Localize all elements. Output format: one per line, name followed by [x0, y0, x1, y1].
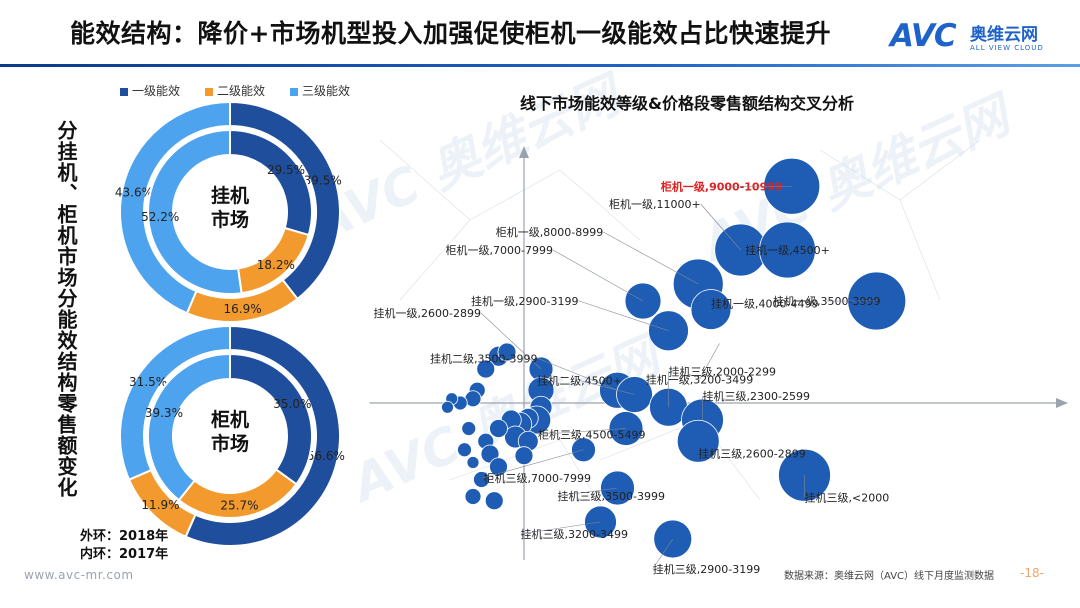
split-ac-donut-chart: 39.5% 16.9% 43.6% 29.5% 18.2% 52.2% — [115, 100, 342, 323]
bubble-labeled — [676, 419, 720, 463]
floor-ac-donut-chart: 56.6% 11.9% 31.5% 35.0% 25.7% 39.3% — [119, 324, 345, 547]
inner-ring-label: 52.2% — [141, 210, 179, 224]
bubble — [461, 421, 477, 436]
bubble — [466, 456, 480, 469]
bubble-label: 挂机三级,2000-2299 — [669, 364, 776, 378]
outer-ring-label: 31.5% — [129, 375, 167, 389]
y-axis-arrow — [519, 146, 529, 158]
bubble-label: 挂机三级,<2000 — [805, 490, 890, 504]
bubble — [484, 491, 504, 511]
bubble-label: 挂机三级,3200-3499 — [521, 527, 628, 541]
split-ac-center-label: 挂机 市场 — [200, 184, 260, 232]
inner-ring-label: 29.5% — [267, 163, 305, 177]
inner-ring-label: 25.7% — [220, 498, 258, 512]
bubble-label: 挂机一级,2600-2899 — [374, 306, 481, 320]
data-source: 数据来源：奥维云网（AVC）线下月度监测数据 — [784, 571, 995, 582]
website-url: www.avc-mr.com — [24, 568, 134, 582]
outer-ring-slice-3 — [119, 100, 231, 315]
legend-label: 三级能效 — [302, 84, 351, 98]
inner-ring-label: 18.2% — [257, 258, 295, 272]
inner-ring-slice-3 — [147, 128, 243, 295]
leader-line — [699, 343, 720, 380]
center-line: 市场 — [210, 433, 249, 455]
avc-logo: AVC 奥维云网 ALL VIEW CLOUD — [890, 18, 1060, 58]
bubble — [476, 359, 496, 379]
bubble — [441, 400, 454, 414]
legend-swatch — [120, 87, 128, 96]
bubble-label: 挂机一级,2900-3199 — [471, 294, 578, 308]
leader-line — [652, 538, 673, 570]
bubble — [497, 342, 517, 362]
x-axis-arrow — [1056, 398, 1068, 408]
leader-line — [520, 521, 601, 535]
leader-line — [578, 300, 669, 332]
leader-line — [483, 449, 584, 479]
ring-note-inner: 内环：2017年 — [80, 547, 169, 562]
floor-ac-center-label: 柜机 市场 — [200, 408, 260, 456]
page-title: 能效结构：降价+市场机型投入加强促使柜机一级能效占比快速提升 — [70, 19, 831, 48]
page-number: -18- — [1020, 566, 1044, 580]
leader-line — [537, 357, 618, 391]
outer-ring-label: 39.5% — [304, 173, 342, 187]
bubble-label: 柜机三级,4500-5499 — [538, 428, 645, 442]
outer-ring-label: 16.9% — [224, 302, 262, 316]
logo-en-text: ALL VIEW CLOUD — [970, 44, 1044, 52]
legend-swatch — [290, 87, 298, 96]
bubble-label: 柜机一级,11000+ — [609, 197, 701, 211]
legend-label: 一级能效 — [132, 84, 181, 98]
leader-line — [700, 203, 741, 251]
outer-ring-label: 43.6% — [115, 185, 153, 199]
bubble-label: 挂机一级,4500+ — [745, 243, 830, 257]
legend-item: 二级能效 — [205, 82, 265, 99]
side-label: 分挂机、柜机市场分能效结构零售额变化 — [54, 120, 78, 498]
bubble — [464, 488, 482, 505]
inner-ring-label: 35.0% — [273, 397, 311, 411]
bubble — [514, 446, 534, 466]
bubble-chart-title: 线下市场能效等级&价格段零售额结构交叉分析 — [520, 94, 854, 113]
bubble-label: 柜机一级,7000-7999 — [446, 243, 553, 257]
leader-line — [480, 312, 542, 370]
bubble-labeled — [690, 289, 732, 330]
leader-line — [579, 380, 635, 395]
logo-cn-text: 奥维云网 — [970, 25, 1038, 45]
bubble — [457, 442, 472, 458]
leader-line — [603, 231, 699, 285]
bubble-labeled — [759, 221, 816, 279]
legend-swatch — [205, 87, 213, 96]
outer-ring-slice-1 — [184, 324, 341, 547]
header-divider — [0, 64, 1080, 67]
inner-ring-label: 39.3% — [145, 406, 183, 420]
bubble-label: 挂机三级,2600-2899 — [698, 446, 805, 460]
leader-line — [552, 249, 644, 302]
inner-ring-slice-3 — [147, 352, 231, 502]
legend-item: 三级能效 — [290, 82, 350, 99]
center-line: 市场 — [210, 209, 249, 231]
bubble-label: 挂机三级,3500-3999 — [558, 489, 665, 503]
ring-note: 外环：2018年 内环：2017年 — [80, 528, 168, 564]
leader-line — [557, 487, 618, 497]
bubble — [473, 471, 490, 488]
center-line: 挂机 — [210, 185, 249, 207]
ring-note-outer: 外环：2018年 — [80, 529, 169, 544]
background-network — [379, 139, 981, 521]
bubble — [489, 419, 508, 438]
bubble-label: 挂机三级,2900-3199 — [653, 562, 760, 576]
leader-line — [537, 428, 627, 435]
bubble-label: 挂机二级,3500-3999 — [430, 351, 537, 365]
bubble-label: 柜机三级,7000-7999 — [484, 471, 591, 485]
outer-ring-label: 56.6% — [307, 449, 345, 463]
outer-ring-label: 11.9% — [141, 498, 179, 512]
bubble-label: 挂机一级,4000-4499 — [711, 297, 818, 311]
legend-label: 二级能效 — [217, 84, 266, 98]
bubble-label: 柜机一级,9000-10999 — [660, 179, 783, 193]
legend-item: 一级能效 — [120, 82, 180, 99]
bubble — [489, 457, 508, 477]
logo-mark: AVC — [890, 18, 957, 54]
outer-ring-slice-3 — [119, 324, 231, 482]
center-line: 柜机 — [210, 409, 249, 431]
bubble-label: 柜机一级,8000-8999 — [496, 225, 603, 239]
bubble-label: 挂机三级,2300-2599 — [703, 389, 810, 403]
